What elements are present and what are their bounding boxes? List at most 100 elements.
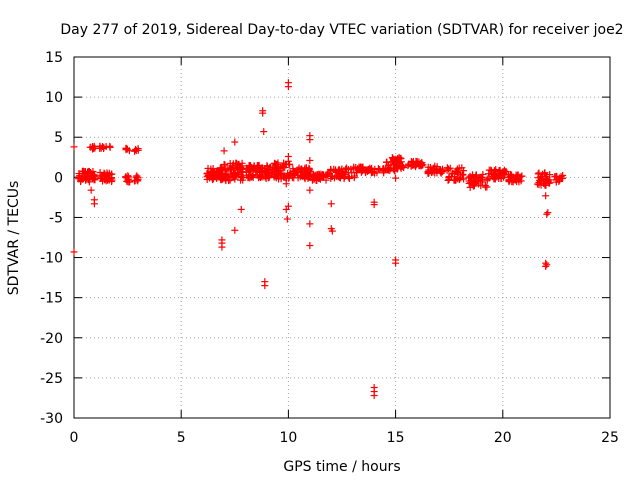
data-point: [246, 162, 254, 170]
data-point: [289, 165, 297, 173]
data-point: [327, 200, 335, 208]
data-point: [242, 168, 250, 176]
data-point: [306, 136, 314, 144]
data-point: [361, 167, 369, 175]
data-point: [417, 160, 425, 168]
data-point: [543, 173, 551, 181]
data-point: [543, 261, 551, 269]
data-point: [370, 201, 378, 209]
data-point: [70, 143, 78, 151]
data-point: [284, 202, 292, 210]
data-point: [221, 167, 229, 175]
data-point: [443, 166, 451, 174]
data-point: [445, 165, 453, 173]
data-point: [356, 164, 364, 172]
data-point: [404, 162, 412, 170]
data-point: [87, 168, 95, 176]
data-point: [424, 170, 432, 178]
data-point: [544, 209, 552, 217]
data-point: [220, 147, 228, 155]
x-tick-label: 15: [387, 430, 405, 446]
data-point: [509, 178, 517, 186]
data-point: [337, 172, 345, 180]
data-point: [235, 171, 243, 179]
x-tick-label: 0: [70, 430, 79, 446]
data-point: [306, 242, 314, 250]
data-point: [452, 167, 460, 175]
data-point: [222, 170, 230, 178]
data-point: [350, 174, 358, 182]
data-point: [278, 162, 286, 170]
data-point: [293, 168, 301, 176]
data-point: [70, 248, 78, 256]
data-point: [539, 179, 547, 187]
x-tick-label: 25: [601, 430, 619, 446]
data-point: [399, 163, 407, 171]
data-point: [317, 172, 325, 180]
data-point: [392, 161, 400, 169]
data-point: [101, 176, 109, 184]
data-point: [220, 160, 228, 168]
data-point: [313, 174, 321, 182]
data-point: [489, 173, 497, 181]
data-point: [508, 171, 516, 179]
data-point: [273, 160, 281, 168]
data-point: [85, 178, 93, 186]
plot-frame: [73, 56, 611, 419]
data-point: [336, 166, 344, 174]
data-point: [474, 177, 482, 185]
data-point: [231, 226, 239, 234]
data-point: [106, 143, 114, 151]
data-point: [217, 164, 225, 172]
data-point: [97, 174, 105, 182]
data-point: [231, 138, 239, 146]
data-point: [247, 173, 255, 181]
y-tick-label: 15: [45, 50, 63, 66]
data-point: [485, 166, 493, 174]
data-point: [203, 175, 211, 183]
data-point: [306, 186, 314, 194]
data-point: [318, 173, 326, 181]
data-point: [259, 107, 267, 115]
y-tick-label: -25: [40, 371, 63, 387]
data-point: [413, 159, 421, 167]
data-point: [131, 147, 139, 155]
data-point: [218, 243, 226, 251]
data-point: [134, 173, 142, 181]
data-point: [306, 220, 314, 228]
y-tick-label: 5: [54, 130, 63, 146]
data-point: [88, 174, 96, 182]
data-point: [108, 170, 116, 178]
y-tick-label: -20: [40, 331, 63, 347]
y-tick-label: -10: [40, 251, 63, 267]
data-point: [370, 392, 378, 400]
data-point: [262, 174, 270, 182]
y-tick-label: -30: [40, 411, 63, 427]
data-point: [305, 166, 313, 174]
data-point: [466, 183, 474, 191]
data-point: [542, 192, 550, 200]
data-point: [284, 79, 292, 87]
data-point: [533, 180, 541, 188]
data-point: [249, 164, 257, 172]
data-point: [328, 173, 336, 181]
data-point: [231, 170, 239, 178]
data-point: [103, 171, 111, 179]
y-tick-labels: -30 -25 -20 -15 -10 -5 0 5 10 15: [40, 50, 63, 427]
data-point: [274, 159, 282, 167]
data-point: [388, 154, 396, 162]
data-point: [514, 175, 522, 183]
data-point: [492, 166, 500, 174]
data-point: [258, 171, 266, 179]
data-point: [215, 170, 223, 178]
data-point: [340, 173, 348, 181]
data-point: [392, 174, 400, 182]
data-point: [246, 174, 254, 182]
data-point: [300, 170, 308, 178]
data-point: [257, 172, 265, 180]
data-point: [267, 163, 275, 171]
data-points: [70, 79, 567, 400]
data-point: [260, 128, 268, 136]
